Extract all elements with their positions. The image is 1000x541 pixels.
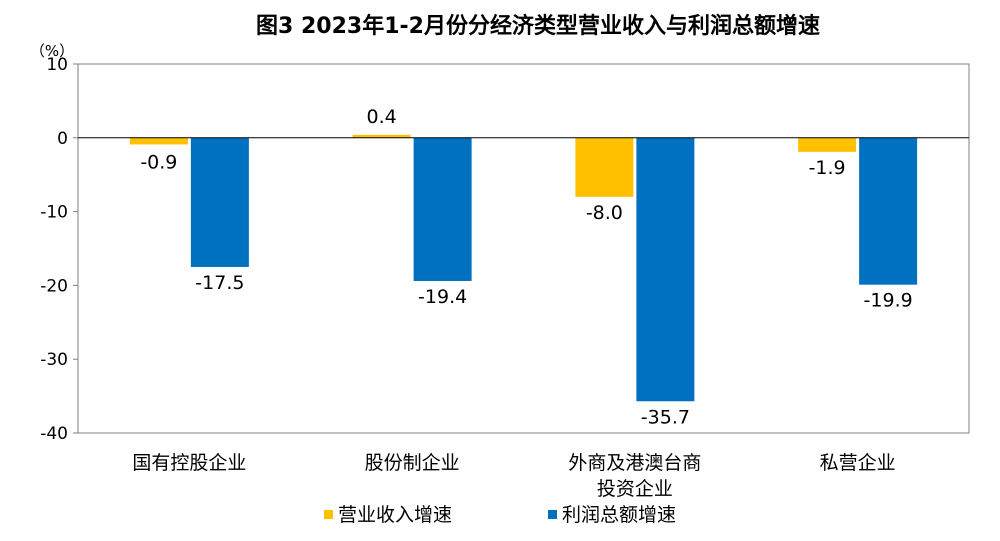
category-label: 股份制企业 (365, 452, 460, 474)
y-tick-label: 10 (46, 55, 68, 75)
legend-label: 利润总额增速 (562, 504, 676, 526)
data-labels: -0.9 -17.5 0.4 -19.4 -8.0 -35.7 -1.9 -19.9 (140, 106, 912, 428)
bars-group (129, 134, 918, 402)
data-label: -0.9 (140, 151, 177, 173)
bar-revenue (575, 137, 634, 197)
y-tick-label: -30 (40, 350, 68, 370)
y-tick-label: -10 (40, 203, 68, 223)
category-label: 私营企业 (820, 452, 896, 474)
data-label: -35.7 (641, 406, 690, 428)
bar-profit (859, 137, 918, 285)
y-axis-ticks: 10 0 -10 -20 -30 -40 (40, 55, 78, 444)
bar-profit (636, 137, 695, 402)
y-tick-label: 0 (57, 129, 68, 149)
data-label: -8.0 (586, 202, 623, 224)
bar-revenue (129, 137, 188, 145)
data-label: -19.4 (418, 286, 467, 308)
bar-revenue (798, 137, 857, 152)
legend: 营业收入增速 利润总额增速 (324, 504, 676, 526)
plot-area-frame (77, 63, 970, 434)
category-label: 外商及港澳台商 (568, 452, 701, 474)
bar-revenue (352, 134, 411, 138)
legend-label: 营业收入增速 (338, 504, 452, 526)
bar-profit (413, 137, 472, 281)
category-label: 投资企业 (597, 478, 673, 500)
bar-profit (190, 137, 249, 267)
legend-swatch (324, 510, 333, 519)
legend-swatch (548, 510, 557, 519)
category-label: 国有控股企业 (132, 452, 246, 474)
data-label: -17.5 (195, 272, 244, 294)
data-label: -19.9 (864, 290, 913, 312)
y-axis-unit-label: （%） (30, 42, 74, 60)
data-label: 0.4 (367, 106, 397, 128)
y-tick-label: -20 (40, 276, 68, 296)
chart-title: 图3 2023年1-2月份分经济类型营业收入与利润总额增速 (256, 13, 820, 39)
y-tick-label: -40 (40, 424, 68, 444)
data-label: -1.9 (809, 157, 846, 179)
